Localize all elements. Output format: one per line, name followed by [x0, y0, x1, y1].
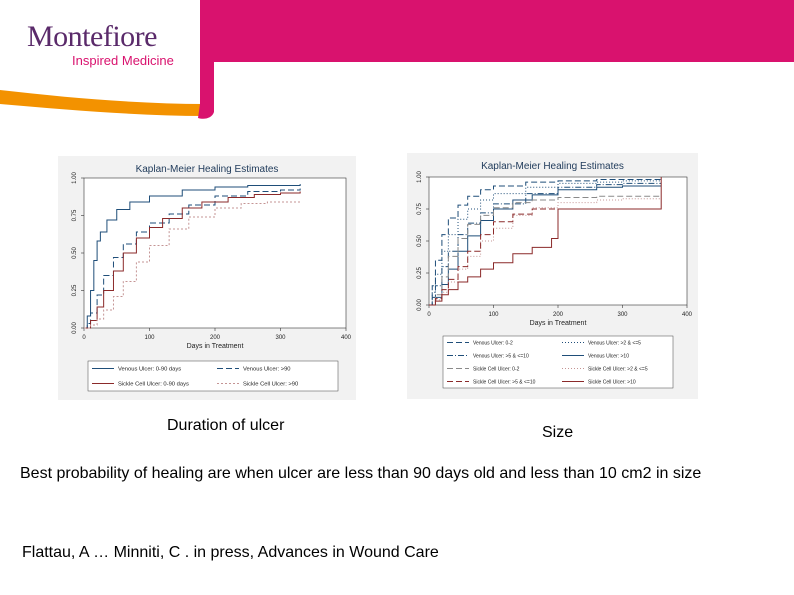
right-chart-series-line-7	[429, 177, 662, 306]
brand-tagline: Inspired Medicine	[72, 53, 174, 68]
right-chart-xtick-label: 0	[427, 312, 431, 318]
right-chart-x-axis-label: Days in Treatment	[530, 320, 587, 327]
brand-logo: Montefiore	[27, 20, 157, 53]
right-chart-series-line-4	[429, 195, 662, 306]
left-chart-legend-label: Sickle Cell Ulcer: >90	[243, 382, 298, 388]
left-chart-ytick-label: 0.75	[72, 209, 78, 221]
right-chart-xtick-label: 400	[682, 312, 693, 318]
right-chart-legend-label: Venous Ulcer: >10	[588, 354, 629, 360]
right-chart-series-line-6	[429, 208, 662, 306]
left-chart-legend-label: Venous Ulcer: 0-90 days	[118, 367, 181, 373]
km-chart-duration-svg: Kaplan-Meier Healing Estimates 0 100 200 300…	[58, 156, 356, 400]
right-chart-legend-label: Venous Ulcer: >2 & <=5	[588, 341, 641, 347]
left-chart-ytick-label: 0.00	[72, 322, 78, 334]
right-chart-ytick-label: 1.00	[417, 171, 423, 183]
right-chart-ytick-label: 0.75	[417, 203, 423, 215]
left-chart-series-line-2	[84, 191, 301, 329]
right-chart-xtick-label: 300	[617, 312, 628, 318]
right-chart-legend-label: Venous Ulcer: >5 & <=10	[473, 354, 529, 360]
magenta-swoosh	[198, 0, 214, 119]
citation-text: Flattau, A … Minniti, C . in press, Adva…	[22, 544, 439, 561]
right-chart-series-line-1	[429, 180, 662, 306]
left-chart-ytick-label: 0.50	[72, 247, 78, 259]
right-chart-xtick-label: 200	[553, 312, 564, 318]
left-chart-legend-box	[87, 360, 339, 392]
left-chart-series-line-0	[84, 184, 301, 329]
right-chart-legend-label: Sickle Cell Ulcer: >10	[588, 380, 636, 386]
right-chart-series-line-2	[429, 182, 662, 306]
white-curve	[0, 0, 212, 109]
km-chart-duration: Kaplan-Meier Healing Estimates 0 100 200 300…	[58, 156, 356, 400]
right-chart-legend-label: Sickle Cell Ulcer: >5 & <=10	[473, 380, 536, 386]
left-chart-xtick-label: 0	[82, 335, 86, 341]
left-chart-legend-label: Venous Ulcer: >90	[243, 367, 291, 373]
km-chart-size-svg: Kaplan-Meier Healing Estimates 0 100 200 300…	[407, 153, 698, 399]
right-chart-ytick-label: 0.25	[417, 267, 423, 279]
right-chart-ytick-label: 0.00	[417, 299, 423, 311]
right-chart-legend-box	[442, 335, 674, 389]
right-chart-series-line-3	[429, 185, 662, 306]
left-chart-xtick-label: 200	[210, 335, 221, 341]
left-chart-series-line-3	[84, 200, 301, 329]
right-chart-title: Kaplan-Meier Healing Estimates	[481, 161, 624, 172]
caption-size: Size	[542, 424, 574, 441]
right-chart-xtick-label: 100	[488, 312, 499, 318]
orange-swoosh	[0, 90, 205, 116]
km-chart-size: Kaplan-Meier Healing Estimates 0 100 200 300…	[407, 153, 698, 399]
left-chart-xtick-label: 400	[341, 335, 352, 341]
right-chart-series-line-0	[429, 179, 662, 306]
summary-text: Best probability of healing are when ulc…	[20, 465, 702, 482]
left-chart-xtick-label: 100	[144, 335, 155, 341]
left-chart-ytick-label: 1.00	[72, 172, 78, 184]
right-chart-legend-label: Venous Ulcer: 0-2	[473, 341, 513, 347]
caption-duration: Duration of ulcer	[167, 417, 285, 434]
magenta-band	[212, 0, 794, 62]
left-chart-title: Kaplan-Meier Healing Estimates	[136, 164, 279, 175]
left-chart-x-axis-label: Days in Treatment	[187, 343, 244, 350]
left-chart-xtick-label: 300	[275, 335, 286, 341]
right-chart-ytick-label: 0.50	[417, 235, 423, 247]
left-chart-legend-label: Sickle Cell Ulcer: 0-90 days	[118, 382, 189, 388]
left-chart-series-line-1	[84, 188, 301, 329]
right-chart-legend-label: Sickle Cell Ulcer: >2 & <=5	[588, 367, 648, 373]
header-banner	[0, 0, 794, 119]
right-chart-legend-label: Sickle Cell Ulcer: 0-2	[473, 367, 520, 373]
left-chart-ytick-label: 0.25	[72, 284, 78, 296]
